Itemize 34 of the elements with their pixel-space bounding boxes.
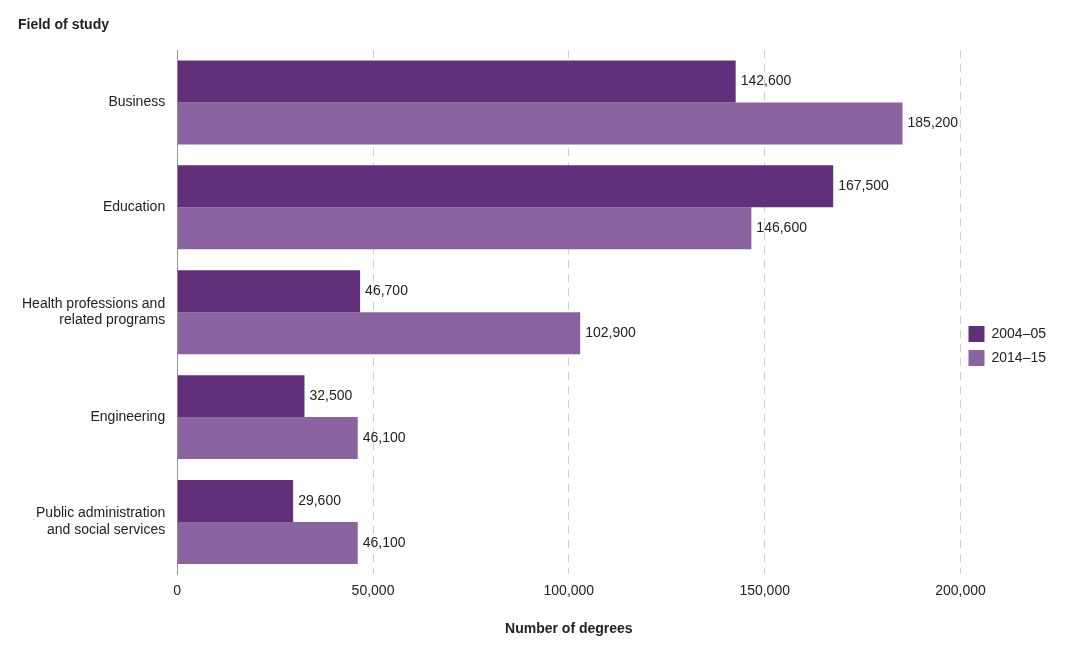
x-tick-label: 200,000: [935, 581, 987, 598]
data-label: 46,100: [362, 428, 406, 445]
x-tick-label: 50,000: [351, 581, 395, 598]
bar: [177, 207, 752, 250]
bar: [177, 521, 358, 564]
legend-label: 2004–05: [991, 324, 1047, 341]
y-tick-label: Education: [102, 198, 166, 215]
bar: [177, 102, 903, 145]
x-axis-title: Number of degrees: [505, 620, 633, 637]
y-tick-label: Engineering: [90, 407, 166, 424]
y-tick-label: Public administration and social services: [36, 504, 166, 538]
data-label: 32,500: [309, 386, 353, 403]
legend-label: 2014–15: [991, 348, 1047, 365]
data-label: 185,200: [907, 114, 959, 131]
y-axis-title: Field of study: [18, 15, 110, 32]
x-tick-label: 0: [173, 581, 182, 598]
data-label: 102,900: [585, 324, 637, 341]
data-label: 146,600: [756, 219, 808, 236]
bar: [177, 375, 305, 418]
bar: [177, 165, 834, 208]
data-label: 46,700: [365, 282, 409, 299]
y-tick-label: Business: [108, 93, 166, 110]
bar: [177, 480, 294, 522]
bar: [177, 270, 361, 313]
x-tick-label: 150,000: [739, 581, 791, 598]
data-label: 167,500: [838, 177, 890, 194]
bar: [177, 312, 581, 355]
x-tick-label: 100,000: [543, 581, 595, 598]
data-label: 46,100: [362, 533, 406, 550]
bar: [177, 417, 358, 460]
y-tick-label: Health professions and related programs: [22, 294, 166, 328]
bar: [177, 60, 736, 103]
data-label: 142,600: [740, 72, 792, 89]
data-label: 29,600: [298, 491, 342, 508]
